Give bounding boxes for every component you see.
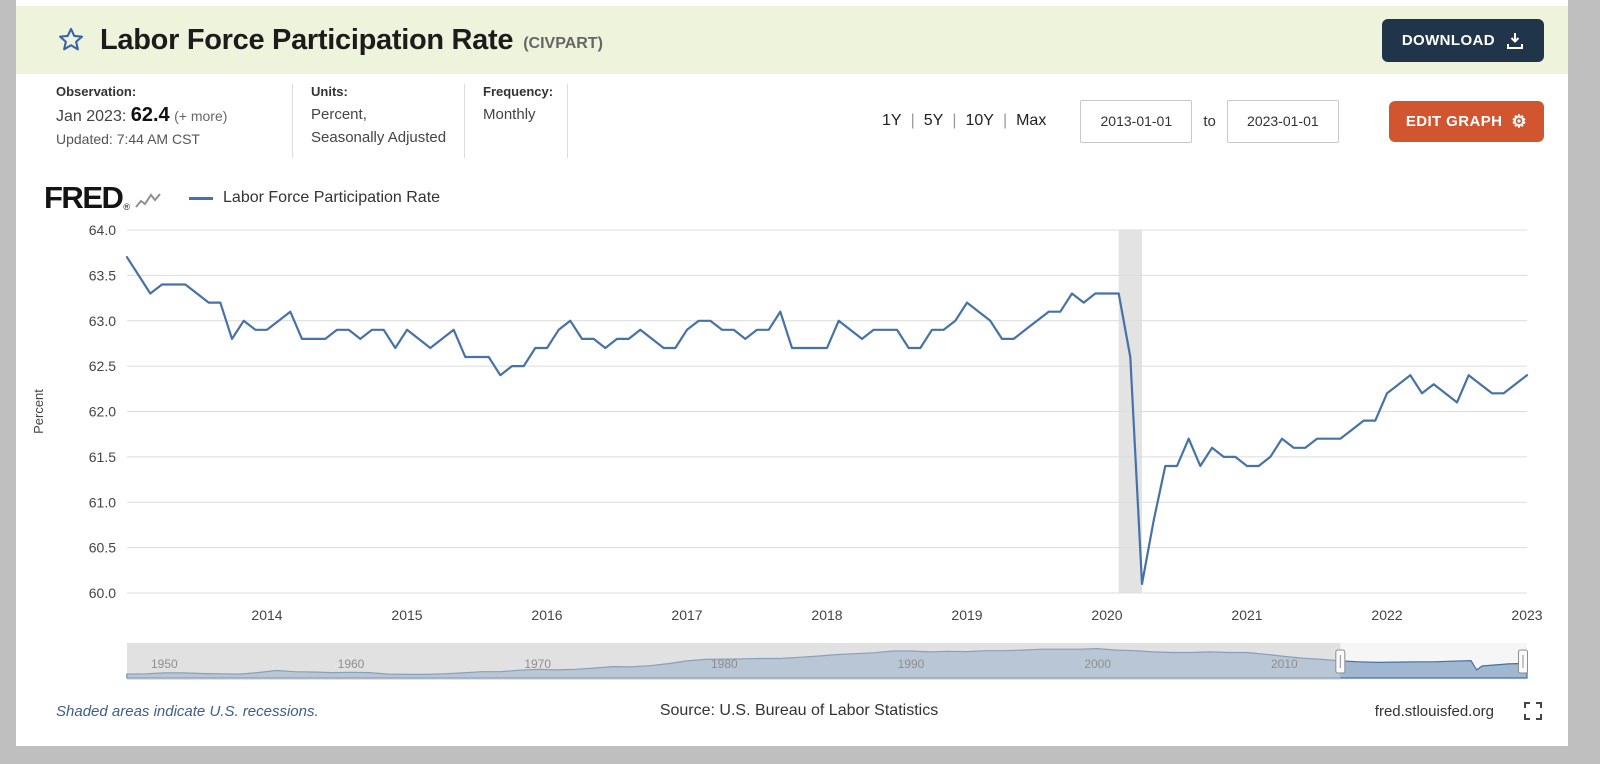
info-bar: Observation: Jan 2023: 62.4 (+ more) Upd… xyxy=(16,74,1568,168)
units-value-line1: Percent, xyxy=(311,106,367,123)
fullscreen-icon[interactable] xyxy=(1524,702,1543,720)
x-tick-label: 2018 xyxy=(811,607,842,623)
observation-label: Observation: xyxy=(56,84,137,99)
registered-mark: ® xyxy=(123,202,131,212)
page-title: Labor Force Participation Rate xyxy=(100,23,514,56)
range-links: 1Y | 5Y | 10Y | Max xyxy=(882,112,1046,130)
x-tick-label: 2020 xyxy=(1091,607,1122,623)
observation-date: Jan 2023: xyxy=(56,108,127,125)
x-tick-label: 2015 xyxy=(391,607,422,623)
chart-legend: Labor Force Participation Rate xyxy=(189,189,440,207)
page-header: Labor Force Participation Rate (CIVPART)… xyxy=(16,6,1568,74)
observation-more-link[interactable]: (+ more) xyxy=(174,108,228,124)
range-link-5y[interactable]: 5Y xyxy=(923,112,944,129)
mini-decade-label: 2000 xyxy=(1084,657,1111,671)
main-chart: 60.0 60.5 61.0 61.5 62.0 62.5 63.0 63.5 64.0 2014… xyxy=(31,222,1543,623)
observation-value-line: Jan 2023: 62.4 (+ more) xyxy=(56,104,292,127)
x-tick-label: 2021 xyxy=(1231,607,1262,623)
y-tick-label: 62.0 xyxy=(89,404,116,420)
range-link-1y[interactable]: 1Y xyxy=(882,112,902,129)
y-axis-title: Percent xyxy=(31,389,46,434)
mini-decade-label: 2010 xyxy=(1271,657,1298,671)
observation-value: 62.4 xyxy=(130,104,170,126)
units-value-line2: Seasonally Adjusted xyxy=(311,128,447,146)
range-link-max[interactable]: Max xyxy=(1016,112,1047,129)
mini-decade-label: 1970 xyxy=(524,657,551,671)
fred-logo-text: FRED xyxy=(44,180,124,215)
mini-decade-label: 1980 xyxy=(711,657,738,671)
footer-right: fred.stlouisfed.org xyxy=(938,702,1543,720)
edit-graph-button[interactable]: EDIT GRAPH ⚙ xyxy=(1388,100,1544,142)
download-button[interactable]: DOWNLOAD xyxy=(1381,18,1544,62)
frequency-section: Frequency: Monthly xyxy=(464,84,568,158)
page-content: Labor Force Participation Rate (CIVPART)… xyxy=(16,0,1568,746)
legend-line-swatch xyxy=(189,196,214,200)
mini-decade-label: 1950 xyxy=(151,657,178,671)
y-tick-label: 64.0 xyxy=(89,222,116,238)
frequency-label: Frequency: xyxy=(483,84,554,99)
download-button-label: DOWNLOAD xyxy=(1401,31,1495,49)
frequency-value: Monthly xyxy=(483,106,536,123)
date-end-input[interactable] xyxy=(1226,99,1339,143)
range-separator: | xyxy=(952,112,957,129)
range-controls: 1Y | 5Y | 10Y | Max to EDIT GRAPH ⚙ xyxy=(882,99,1568,143)
favorite-star-icon[interactable] xyxy=(56,26,86,54)
y-tick-label: 61.0 xyxy=(89,494,116,510)
y-tick-label: 63.0 xyxy=(89,313,116,329)
observation-updated: Updated: 7:44 AM CST xyxy=(56,131,200,147)
mini-chart[interactable]: 1950 1960 1970 1980 1990 2000 2010 xyxy=(16,640,1568,686)
data-line xyxy=(125,256,1529,585)
mini-unselected-mask xyxy=(127,643,1341,680)
y-tick-label: 60.0 xyxy=(89,585,116,601)
units-section: Units: Percent, Seasonally Adjusted xyxy=(292,84,464,158)
download-icon xyxy=(1506,32,1524,49)
y-tick-label: 60.5 xyxy=(89,540,116,556)
x-tick-label: 2016 xyxy=(531,607,562,623)
legend-label: Labor Force Participation Rate xyxy=(223,189,441,206)
chart-footer: Shaded areas indicate U.S. recessions. S… xyxy=(16,686,1568,720)
fred-logo[interactable]: FRED ® xyxy=(44,182,161,215)
x-tick-label: 2022 xyxy=(1371,607,1402,623)
date-start-input[interactable] xyxy=(1080,99,1193,143)
range-separator: | xyxy=(910,112,915,129)
gear-icon: ⚙ xyxy=(1511,111,1527,131)
edit-graph-button-label: EDIT GRAPH xyxy=(1405,112,1503,130)
range-link-10y[interactable]: 10Y xyxy=(965,112,994,129)
x-tick-label: 2023 xyxy=(1511,607,1542,623)
recession-note-link[interactable]: Shaded areas indicate U.S. recessions. xyxy=(56,702,319,720)
x-tick-label: 2014 xyxy=(251,607,282,623)
series-id: (CIVPART) xyxy=(523,34,603,52)
units-label: Units: xyxy=(311,84,348,99)
y-tick-label: 63.5 xyxy=(89,267,116,283)
observation-section: Observation: Jan 2023: 62.4 (+ more) Upd… xyxy=(56,84,292,158)
x-tick-label: 2017 xyxy=(671,607,702,623)
mini-decade-label: 1990 xyxy=(898,657,925,671)
y-tick-label: 62.5 xyxy=(89,358,116,374)
date-range-to-label: to xyxy=(1203,112,1216,130)
mini-area xyxy=(126,647,1528,679)
mini-decade-label: 1960 xyxy=(338,657,365,671)
site-url: fred.stlouisfed.org xyxy=(1374,702,1495,720)
x-tick-label: 2019 xyxy=(951,607,982,623)
logo-chart-icon xyxy=(135,192,161,215)
source-text: Source: U.S. Bureau of Labor Statistics xyxy=(659,702,939,719)
graph-header: FRED ® Labor Force Participation Rate xyxy=(16,168,1568,222)
range-separator: | xyxy=(1002,112,1008,129)
y-tick-label: 61.5 xyxy=(89,449,116,465)
